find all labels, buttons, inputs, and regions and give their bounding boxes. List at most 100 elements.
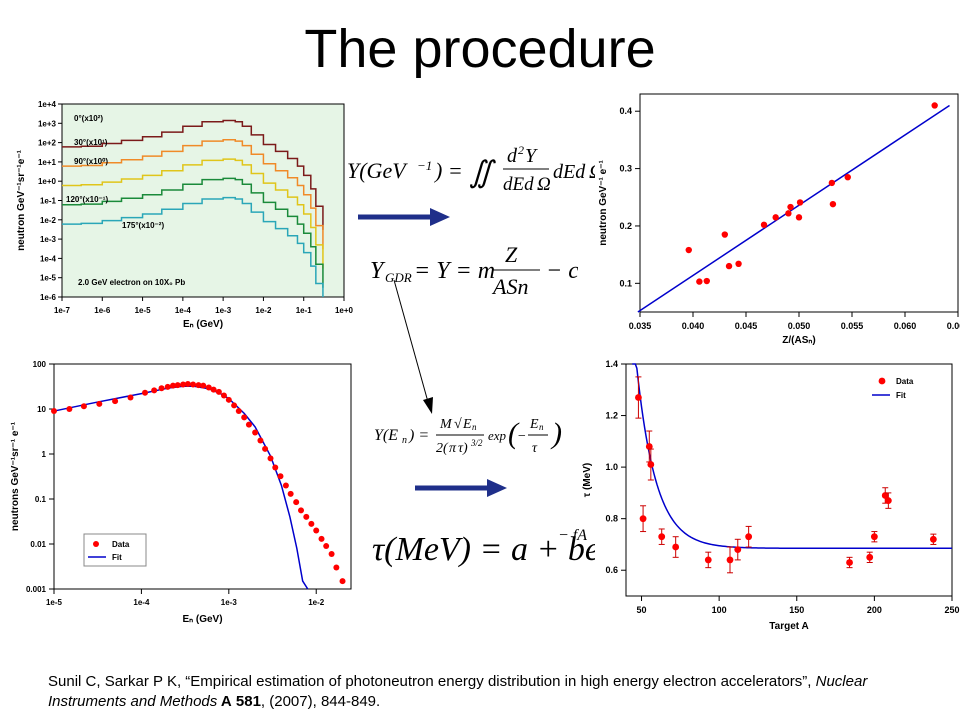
y-axis-label: neutrons GeV⁻¹sr⁻¹ e⁻¹: [10, 421, 21, 531]
data-point: [323, 543, 330, 550]
y-axis-label: neutron GeV⁻¹sr⁻¹e⁻¹: [16, 149, 27, 251]
data-point: [881, 492, 889, 499]
x-tick-label: 1e-7: [54, 306, 71, 315]
y-tick-label: 0.1: [35, 495, 47, 504]
y-axis-label: neutron GeV⁻¹ e⁻¹: [598, 160, 609, 246]
data-point: [174, 382, 181, 389]
y-tick-label: 1e+1: [38, 158, 57, 167]
legend-box: [83, 533, 147, 567]
x-tick-label: 50: [637, 605, 647, 615]
x-tick-label: 200: [867, 605, 882, 615]
citation-authors: Sunil C, Sarkar P K,: [48, 673, 186, 690]
data-point: [225, 396, 232, 403]
data-point: [796, 199, 804, 206]
slide-title: The procedure: [304, 19, 656, 79]
chart-tau-vs-a-svg: 0.6 0.8 1.0 1.2 1.4 50 100 150 200 250 τ (MeV) Targ…: [582, 359, 960, 632]
data-point: [735, 260, 742, 268]
svg-text:Y(E: Y(E: [374, 427, 398, 444]
y-tick-label: 0.3: [619, 164, 632, 174]
data-point: [252, 429, 259, 436]
data-point: [262, 445, 269, 452]
data-point: [195, 382, 202, 389]
svg-text:n: n: [472, 422, 477, 432]
data-point: [112, 398, 119, 405]
x-tick-label: 0.040: [682, 321, 705, 331]
data-point: [180, 381, 187, 388]
svg-text:n: n: [402, 435, 407, 446]
svg-text:dEd: dEd: [553, 161, 586, 183]
svg-text:τ): τ): [458, 441, 468, 456]
svg-text:π: π: [449, 441, 457, 456]
data-point: [210, 386, 217, 393]
y-tick-label: 1.4: [605, 359, 618, 369]
series-label: 175°(x10⁻²): [122, 221, 164, 230]
data-point: [339, 578, 346, 585]
citation-volume-prefix: A: [217, 693, 232, 710]
data-point: [303, 513, 310, 520]
svg-text:∬: ∬: [469, 156, 496, 189]
x-tick-label: 0.060: [894, 321, 917, 331]
y-tick-label: 0.001: [26, 585, 47, 594]
y-tick-label: 100: [33, 360, 47, 369]
data-point: [734, 546, 742, 553]
chart-spectrum-fit-svg: 100 10 1 0.1 0.01 0.001 1e-5 1e-4 1e-3 1e-2 neutro…: [10, 360, 352, 625]
data-point: [277, 473, 284, 480]
data-point: [328, 550, 335, 557]
legend-fit-label: Fit: [896, 391, 906, 400]
x-tick-label: 1e-2: [255, 306, 272, 315]
x-tick-label: 1e+0: [335, 306, 354, 315]
citation-volume: 581: [235, 693, 261, 710]
data-point: [127, 394, 134, 401]
equation-tau: τ(MeV) = a + be − fA: [372, 527, 595, 568]
x-tick-label: 1e-5: [46, 598, 63, 607]
y-tick-label: 0.6: [605, 565, 618, 575]
fit-line: [637, 104, 950, 313]
svg-text:exp: exp: [488, 428, 507, 443]
y-tick-label: 0.8: [605, 514, 618, 524]
data-point: [142, 389, 149, 396]
x-tick-label: 1e-1: [296, 306, 313, 315]
x-axis-label: Eₙ (GeV): [183, 319, 223, 330]
svg-text:− fA: − fA: [558, 527, 587, 544]
citation-rest: , (2007), 844-849.: [260, 693, 381, 710]
svg-text:− c: − c: [546, 258, 578, 284]
data-point: [267, 455, 274, 462]
data-point: [282, 482, 289, 489]
y-tick-label: 1e+3: [38, 119, 57, 128]
data-point: [726, 556, 734, 564]
x-tick-label: 1e-4: [175, 306, 192, 315]
y-tick-label: 1e+4: [38, 100, 57, 109]
chart-neutron-spectra: 1e+4 1e+3 1e+2 1e+1 1e+0 1e-1 1e-2 1e-3 1e-4 1e-5…: [8, 98, 354, 330]
data-point: [200, 382, 207, 389]
data-point: [760, 221, 768, 228]
data-point: [795, 214, 803, 221]
legend-data-label: Data: [112, 540, 130, 549]
y-tick-label: 1.0: [605, 462, 618, 472]
x-tick-label: 1e-3: [215, 306, 232, 315]
data-point: [696, 278, 703, 285]
plot-area: [53, 363, 352, 590]
y-tick-label: 1e-1: [40, 197, 57, 206]
x-tick-label: 0.045: [735, 321, 758, 331]
x-tick-label: 1e-3: [221, 598, 238, 607]
svg-text:M: M: [439, 417, 453, 432]
data-point: [220, 392, 227, 399]
data-point: [866, 553, 874, 561]
y-tick-label: 1e+2: [38, 139, 57, 148]
svg-text:): ): [550, 417, 562, 450]
data-point: [164, 383, 171, 390]
svg-text:E: E: [529, 417, 539, 432]
data-point: [870, 533, 878, 541]
data-point: [884, 497, 892, 505]
data-point: [272, 464, 279, 471]
data-point: [205, 384, 212, 391]
x-tick-label: 150: [789, 605, 804, 615]
y-tick-label: 0.01: [30, 540, 46, 549]
data-point: [846, 559, 853, 566]
data-point: [703, 277, 710, 285]
data-point: [721, 231, 728, 238]
y-tick-label: 0.2: [619, 221, 632, 231]
svg-text:= Y = m: = Y = m: [414, 258, 495, 284]
svg-text:E: E: [462, 417, 472, 432]
citation-paper-title: “Empirical estimation of photoneutron en…: [185, 673, 816, 690]
